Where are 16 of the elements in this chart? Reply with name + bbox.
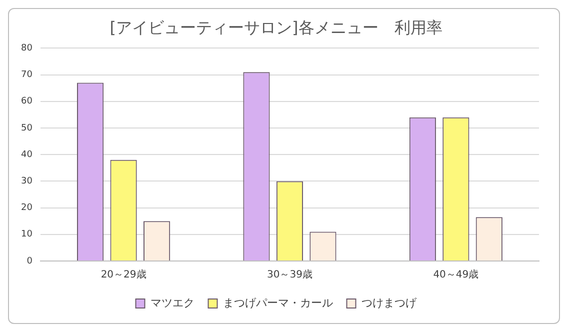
x-tick-label: 40～49歳 <box>433 268 479 281</box>
x-tick-label: 30～39歳 <box>267 268 312 281</box>
y-tick-label: 40 <box>21 150 33 160</box>
legend-label: つけまつげ <box>361 296 418 310</box>
y-tick-label: 80 <box>21 44 33 54</box>
y-tick-label: 50 <box>21 123 33 134</box>
y-tick-label: 70 <box>21 70 33 80</box>
y-tick-label: 0 <box>26 256 33 266</box>
y-tick-label: 10 <box>21 230 33 240</box>
x-tick-label: 20～29歳 <box>100 268 146 281</box>
legend-label: マツエク <box>150 296 194 310</box>
y-tick-label: 60 <box>21 96 33 107</box>
y-tick-label: 30 <box>21 176 33 187</box>
legend-label: まつげパーマ・カール <box>222 296 333 310</box>
chart-title: [アイビューティーサロン]各メニュー 利用率 <box>110 18 442 37</box>
y-tick-label: 20 <box>21 203 33 214</box>
